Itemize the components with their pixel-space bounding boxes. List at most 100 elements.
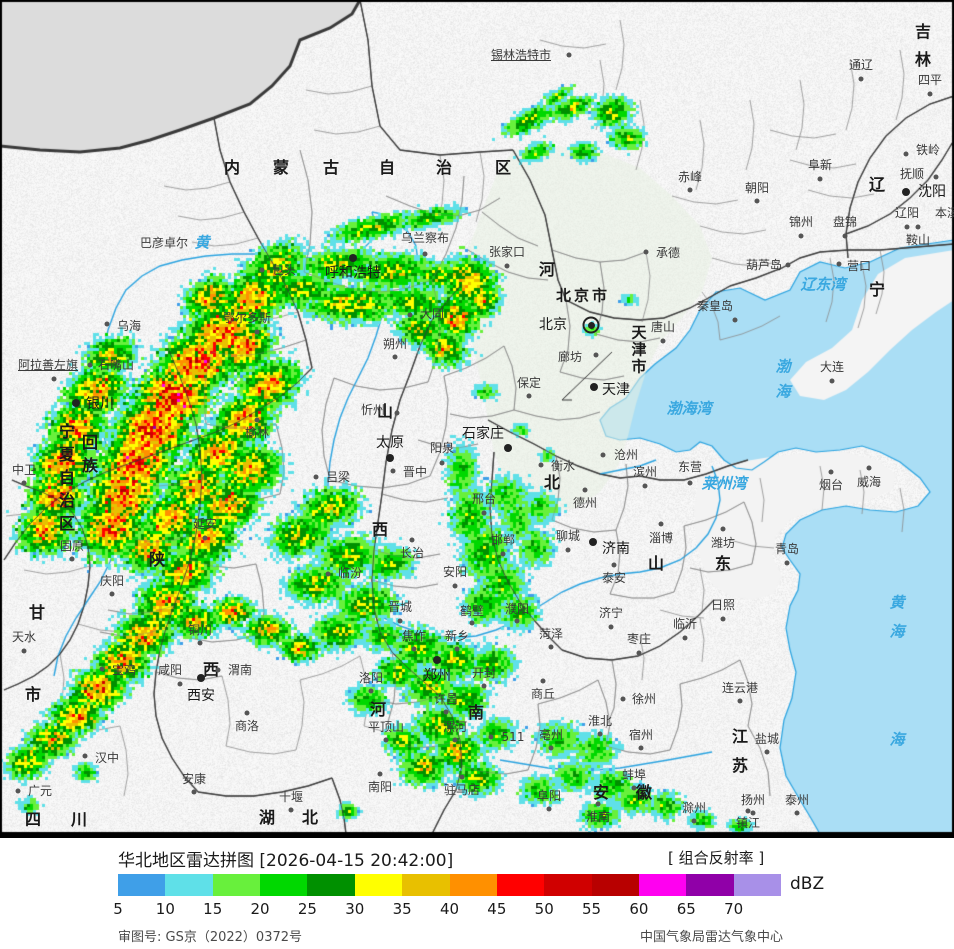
city-marker-anshan[interactable] xyxy=(915,224,921,230)
city-marker-lianyungang[interactable] xyxy=(737,698,743,704)
city-marker-tangshan[interactable] xyxy=(660,338,666,344)
city-marker-tongliao[interactable] xyxy=(858,76,864,82)
city-marker-fuxin[interactable] xyxy=(817,176,823,182)
city-marker-hebi[interactable] xyxy=(469,620,475,626)
city-marker-zhongwei[interactable] xyxy=(21,480,27,486)
city-marker-cangzhou[interactable] xyxy=(600,452,606,458)
radar-map-canvas[interactable] xyxy=(0,0,954,834)
city-marker-zhumadian[interactable] xyxy=(459,774,465,780)
city-marker-suzhou-ah[interactable] xyxy=(638,745,644,751)
city-marker-anyang[interactable] xyxy=(452,583,458,589)
city-marker-baoji[interactable] xyxy=(99,666,105,672)
city-marker-qingdao[interactable] xyxy=(784,560,790,566)
city-marker-bengbu[interactable] xyxy=(631,785,637,791)
city-marker-fushun[interactable] xyxy=(933,174,939,180)
city-marker-dongying[interactable] xyxy=(687,480,693,486)
city-marker-chaoyang[interactable] xyxy=(754,198,760,204)
capital-marker-beijing[interactable] xyxy=(582,316,600,334)
city-marker-shiyan[interactable] xyxy=(288,807,294,813)
city-marker-alashanzuoqi[interactable] xyxy=(51,376,57,382)
city-marker-yanan[interactable] xyxy=(202,535,208,541)
city-marker-kaifeng[interactable] xyxy=(481,683,487,689)
city-marker-xian[interactable] xyxy=(197,674,205,682)
city-marker-ulanqab[interactable] xyxy=(422,251,428,257)
city-marker-huainan[interactable] xyxy=(595,801,601,807)
city-marker-xilinhot[interactable] xyxy=(566,52,572,58)
city-marker-jincheng[interactable] xyxy=(397,618,403,624)
city-marker-jinzhou[interactable] xyxy=(798,233,804,239)
city-marker-xingtai[interactable] xyxy=(481,510,487,516)
city-marker-langfang[interactable] xyxy=(593,352,599,358)
city-marker-weinan[interactable] xyxy=(215,667,221,673)
city-marker-liaoyang[interactable] xyxy=(904,224,910,230)
city-marker-changzhi[interactable] xyxy=(409,537,415,543)
city-marker-yangzhou[interactable] xyxy=(750,810,756,816)
city-marker-nanyang[interactable] xyxy=(377,771,383,777)
city-marker-zaozhuang[interactable] xyxy=(636,650,642,656)
city-marker-jining[interactable] xyxy=(608,624,614,630)
city-marker-xianyang[interactable] xyxy=(177,681,183,687)
city-marker-guyuan[interactable] xyxy=(69,556,75,562)
city-marker-zhenjiang[interactable] xyxy=(745,808,751,814)
city-marker-bozhou[interactable] xyxy=(548,745,554,751)
city-marker-qingyang[interactable] xyxy=(109,591,115,597)
city-marker-luohe[interactable] xyxy=(452,737,458,743)
city-marker-yangquan[interactable] xyxy=(439,460,445,466)
city-marker-linfen[interactable] xyxy=(325,571,331,577)
city-marker-liaocheng[interactable] xyxy=(565,547,571,553)
city-marker-qinhuangdao[interactable] xyxy=(732,317,738,323)
city-marker-zibo[interactable] xyxy=(658,521,664,527)
city-marker-shenyang[interactable] xyxy=(902,188,910,196)
city-marker-yulin[interactable] xyxy=(254,417,260,423)
city-marker-xuchang[interactable] xyxy=(443,709,449,715)
city-marker-heze[interactable] xyxy=(548,644,554,650)
city-marker-zhengzhou[interactable] xyxy=(433,656,441,664)
city-marker-eerduosi[interactable] xyxy=(254,329,260,335)
city-marker-lvliang[interactable] xyxy=(313,474,319,480)
city-marker-zhangjiakou[interactable] xyxy=(504,263,510,269)
city-marker-shangqiu[interactable] xyxy=(540,678,546,684)
city-marker-datong[interactable] xyxy=(407,312,413,318)
city-marker-chifeng[interactable] xyxy=(687,187,693,193)
city-marker-wuhai[interactable] xyxy=(104,321,110,327)
city-marker-fuyang[interactable] xyxy=(546,806,552,812)
city-marker-taiyuan[interactable] xyxy=(386,454,394,462)
city-marker-tieling[interactable] xyxy=(903,151,909,157)
city-marker-huaibei[interactable] xyxy=(597,731,603,737)
city-marker-rizhao[interactable] xyxy=(720,616,726,622)
city-marker-jinzhong[interactable] xyxy=(390,468,396,474)
city-marker-xinzhou[interactable] xyxy=(394,410,400,416)
city-marker-yingkou[interactable] xyxy=(836,261,842,267)
city-marker-jinan[interactable] xyxy=(589,538,597,546)
city-marker-tongchuan[interactable] xyxy=(197,640,203,646)
city-marker-shuozhou[interactable] xyxy=(392,354,398,360)
city-marker-baotou[interactable] xyxy=(259,267,265,273)
city-marker-baoding[interactable] xyxy=(526,393,532,399)
city-marker-yantai[interactable] xyxy=(828,469,834,475)
city-marker-shizuishan[interactable] xyxy=(87,362,93,368)
city-marker-weihai[interactable] xyxy=(866,465,872,471)
city-marker-dezhou[interactable] xyxy=(582,487,588,493)
city-marker-chuzhou[interactable] xyxy=(691,818,697,824)
city-marker-taian[interactable] xyxy=(611,562,617,568)
city-marker-tianjin[interactable] xyxy=(590,383,598,391)
city-marker-tianshui[interactable] xyxy=(21,648,27,654)
city-marker-pingdingshan[interactable] xyxy=(383,737,389,743)
city-marker-panjin[interactable] xyxy=(842,233,848,239)
city-marker-puyang[interactable] xyxy=(514,618,520,624)
city-marker-hohhot[interactable] xyxy=(349,254,357,262)
city-marker-huludao[interactable] xyxy=(785,262,791,268)
city-marker-hengshui[interactable] xyxy=(538,462,544,468)
city-marker-jiaozuo[interactable] xyxy=(411,646,417,652)
city-marker-linyi[interactable] xyxy=(682,635,688,641)
city-marker-ankang[interactable] xyxy=(191,789,197,795)
city-marker-binzhou[interactable] xyxy=(642,483,648,489)
city-marker-handan[interactable] xyxy=(500,551,506,557)
city-marker-shangluo[interactable] xyxy=(244,710,250,716)
city-marker-yinchuan[interactable] xyxy=(72,399,80,407)
city-marker-taizhou[interactable] xyxy=(794,810,800,816)
city-marker-luoyang[interactable] xyxy=(368,688,374,694)
city-marker-xuzhou[interactable] xyxy=(620,696,626,702)
city-marker-chengde[interactable] xyxy=(643,249,649,255)
